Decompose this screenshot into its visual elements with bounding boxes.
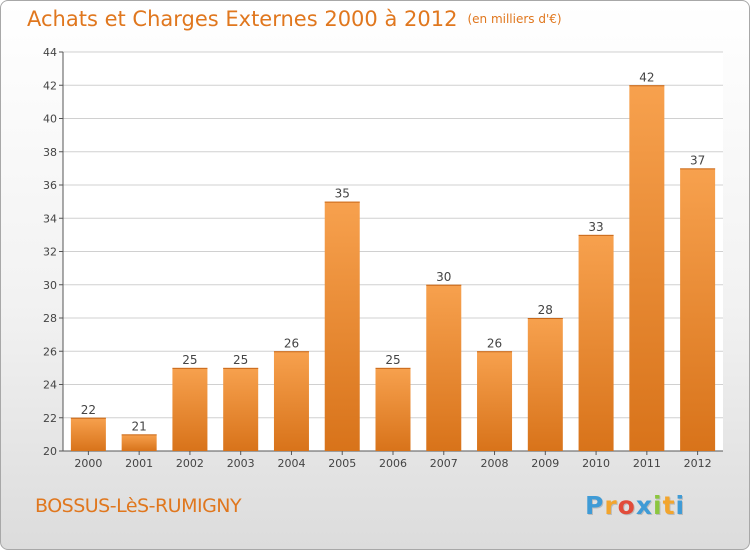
x-tick-label: 2010 bbox=[582, 457, 610, 470]
bar bbox=[70, 417, 106, 451]
bar bbox=[629, 85, 665, 451]
commune-name: BOSSUS-LèS-RUMIGNY bbox=[35, 495, 242, 517]
y-tick-label: 28 bbox=[43, 312, 57, 325]
data-label: 33 bbox=[588, 220, 603, 234]
data-label: 42 bbox=[639, 70, 654, 84]
y-tick-label: 30 bbox=[43, 279, 57, 292]
chart-title-text: Achats et Charges Externes 2000 à 2012 bbox=[27, 7, 458, 31]
proxiti-logo[interactable]: Proxiti bbox=[585, 491, 685, 520]
data-label: 25 bbox=[385, 353, 400, 367]
bar bbox=[578, 234, 614, 451]
bar bbox=[324, 201, 360, 451]
logo-letter: i bbox=[653, 491, 663, 520]
bar bbox=[527, 318, 563, 451]
x-tick-label: 2009 bbox=[531, 457, 559, 470]
x-tick-label: 2008 bbox=[481, 457, 509, 470]
data-label: 26 bbox=[487, 336, 502, 350]
data-label: 30 bbox=[436, 270, 451, 284]
x-tick-label: 2002 bbox=[176, 457, 204, 470]
logo-letter: x bbox=[635, 491, 653, 520]
x-tick-label: 2007 bbox=[430, 457, 458, 470]
y-tick-label: 36 bbox=[43, 179, 57, 192]
chart-title: Achats et Charges Externes 2000 à 2012 (e… bbox=[27, 7, 562, 31]
logo-letter: r bbox=[604, 491, 618, 520]
x-tick-label: 2004 bbox=[277, 457, 305, 470]
y-tick-label: 24 bbox=[43, 379, 57, 392]
bar bbox=[375, 367, 411, 451]
logo-letter: o bbox=[617, 491, 636, 520]
data-label: 25 bbox=[182, 353, 197, 367]
y-tick-label: 42 bbox=[43, 79, 57, 92]
y-tick-label: 20 bbox=[43, 445, 57, 458]
y-tick-label: 34 bbox=[43, 212, 57, 225]
y-tick-label: 38 bbox=[43, 146, 57, 159]
bar bbox=[426, 284, 462, 451]
bar bbox=[121, 434, 157, 451]
x-tick-label: 2003 bbox=[227, 457, 255, 470]
logo-letter: P bbox=[585, 491, 605, 520]
bar bbox=[477, 351, 513, 451]
data-label: 37 bbox=[690, 153, 705, 167]
data-label: 26 bbox=[284, 336, 299, 350]
data-label: 21 bbox=[132, 419, 147, 433]
bar bbox=[273, 351, 309, 451]
x-tick-label: 2001 bbox=[125, 457, 153, 470]
logo-letter: t bbox=[662, 491, 676, 520]
y-tick-label: 32 bbox=[43, 246, 57, 259]
x-tick-label: 2012 bbox=[684, 457, 712, 470]
data-label: 25 bbox=[233, 353, 248, 367]
x-tick-label: 2005 bbox=[328, 457, 356, 470]
bar bbox=[172, 367, 208, 451]
x-tick-label: 2006 bbox=[379, 457, 407, 470]
y-tick-label: 22 bbox=[43, 412, 57, 425]
data-label: 22 bbox=[81, 403, 96, 417]
x-tick-label: 2011 bbox=[633, 457, 661, 470]
data-label: 28 bbox=[538, 303, 553, 317]
y-tick-label: 26 bbox=[43, 345, 57, 358]
x-tick-label: 2000 bbox=[74, 457, 102, 470]
y-tick-label: 44 bbox=[43, 46, 57, 59]
y-tick-label: 40 bbox=[43, 113, 57, 126]
chart-unit: (en milliers d'€) bbox=[467, 12, 562, 26]
data-label: 35 bbox=[335, 187, 350, 201]
bar bbox=[680, 168, 716, 451]
logo-letter: i bbox=[675, 491, 686, 520]
bar bbox=[223, 367, 259, 451]
